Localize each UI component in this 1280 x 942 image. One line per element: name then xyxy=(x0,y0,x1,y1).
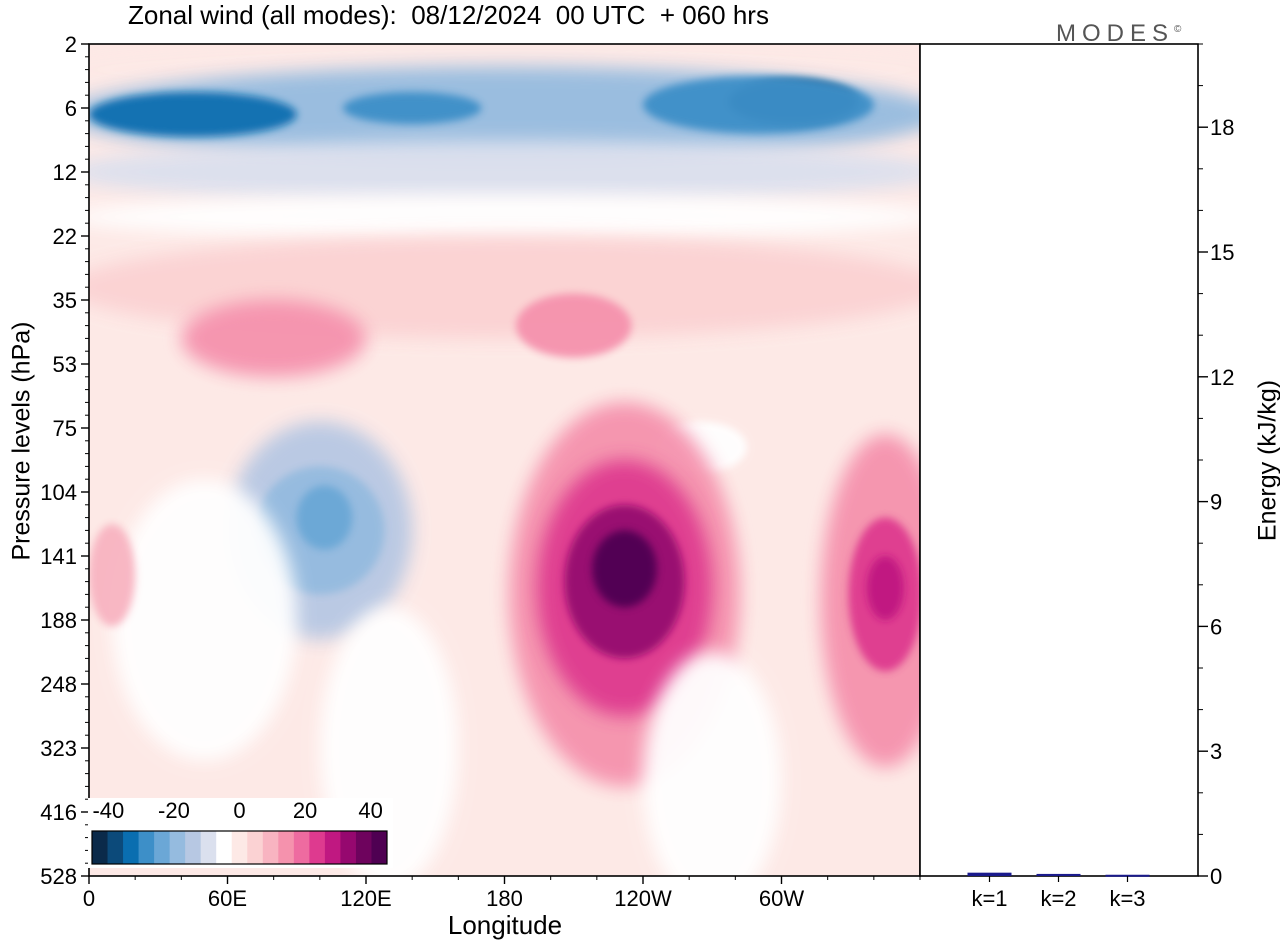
y-tick-label: 141 xyxy=(40,544,77,569)
colorbar-tick-label: -40 xyxy=(92,798,124,823)
energy-bars: 0 3 6 9 12 15 18 k=1 k=2 k=3 xyxy=(967,43,1234,911)
colorbar-tick-label: 40 xyxy=(358,798,382,823)
y-tick-label: 416 xyxy=(40,800,77,825)
colorbar-swatch xyxy=(138,831,155,864)
wind-contour-region xyxy=(516,293,632,358)
wind-contour-region xyxy=(89,524,136,627)
colorbar-swatch xyxy=(92,831,109,864)
energy-panel-frame xyxy=(919,43,1199,877)
colorbar-swatch xyxy=(231,831,248,864)
x-tick-label: 60W xyxy=(759,886,804,911)
modes-logo: MODES© xyxy=(1056,20,1181,48)
colorbar: -40 -20 0 20 40 xyxy=(88,798,393,868)
colorbar-frame xyxy=(91,830,388,865)
colorbar-swatch xyxy=(309,831,326,864)
brand-text: MODES xyxy=(1056,20,1175,47)
wind-contour-region xyxy=(296,485,353,550)
zonal-wind-field xyxy=(89,44,920,876)
colorbar-swatch xyxy=(200,831,217,864)
colorbar-swatch xyxy=(154,831,171,864)
colorbar-swatch xyxy=(169,831,186,864)
wind-contour-region xyxy=(112,479,297,761)
energy-tick-label: 18 xyxy=(1210,115,1234,140)
wind-contour-region xyxy=(89,194,920,240)
wind-contour-region xyxy=(643,76,874,134)
energy-tick-label: 9 xyxy=(1210,490,1222,515)
colorbar-tick-label: -20 xyxy=(158,798,190,823)
x-tick-label: 60E xyxy=(208,886,247,911)
colorbar-swatch xyxy=(185,831,202,864)
copyright-mark: © xyxy=(1174,24,1182,35)
energy-category-label: k=1 xyxy=(971,886,1007,911)
colorbar-swatch xyxy=(355,831,372,864)
y-tick-label: 6 xyxy=(65,96,77,121)
y-tick-label: 53 xyxy=(53,352,77,377)
colorbar-swatch xyxy=(107,831,124,864)
energy-tick-label: 12 xyxy=(1210,365,1234,390)
chart-title: Zonal wind (all modes): 08/12/2024 00 UT… xyxy=(128,0,769,30)
y-tick-label: 188 xyxy=(40,608,77,633)
wind-contour-region xyxy=(89,140,920,204)
y-tick-label: 104 xyxy=(40,480,77,505)
colorbar-swatch xyxy=(324,831,341,864)
colorbar-swatch xyxy=(216,831,233,864)
wind-contour-region xyxy=(342,92,482,124)
x-tick-label: 0 xyxy=(83,886,95,911)
energy-bar xyxy=(967,872,1012,876)
wind-contour-region xyxy=(592,530,657,608)
y-tick-label: 528 xyxy=(40,864,77,889)
energy-tick-label: 15 xyxy=(1210,240,1234,265)
y-tick-label: 75 xyxy=(53,416,77,441)
colorbar-swatch xyxy=(247,831,264,864)
y-tick-label: 22 xyxy=(53,224,77,249)
wind-contour-region xyxy=(89,92,297,137)
colorbar-swatch xyxy=(293,831,310,864)
y-tick-label: 323 xyxy=(40,736,77,761)
wind-contour-region xyxy=(643,652,782,876)
colorbar-swatch xyxy=(278,831,295,864)
colorbar-swatch xyxy=(340,831,357,864)
colorbar-swatch xyxy=(262,831,279,864)
x-axis-label: Longitude xyxy=(447,910,563,940)
energy-bar xyxy=(1105,874,1150,877)
energy-tick-label: 6 xyxy=(1210,614,1222,639)
x-tick-label: 120W xyxy=(614,886,672,911)
y-tick-label: 2 xyxy=(65,32,77,57)
y-tick-label: 35 xyxy=(53,288,77,313)
y-tick-label: 12 xyxy=(53,160,77,185)
energy-bar xyxy=(1036,873,1081,876)
x-tick-label: 180 xyxy=(486,886,523,911)
colorbar-swatch xyxy=(123,831,140,864)
energy-tick-label: 0 xyxy=(1210,864,1222,889)
colorbar-tick-label: 20 xyxy=(293,798,317,823)
x-tick-label: 120E xyxy=(340,886,391,911)
wind-contour-region xyxy=(866,556,904,620)
colorbar-swatch xyxy=(371,831,388,864)
colorbar-tick-label: 0 xyxy=(233,798,245,823)
wind-contour-region xyxy=(181,300,366,377)
y-tick-label: 248 xyxy=(40,672,77,697)
energy-tick-label: 3 xyxy=(1210,739,1222,764)
energy-category-label: k=3 xyxy=(1109,886,1145,911)
energy-category-label: k=2 xyxy=(1040,886,1076,911)
